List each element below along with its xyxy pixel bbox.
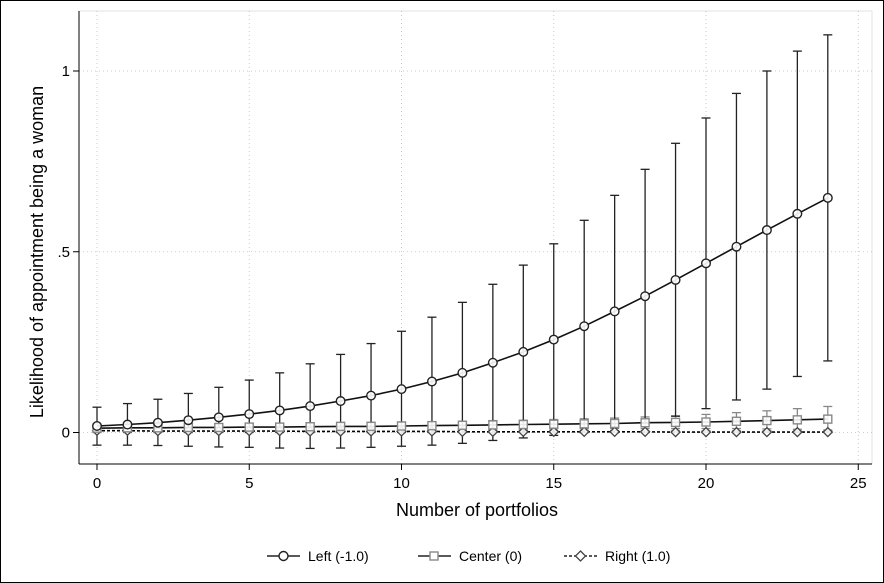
data-point <box>366 390 377 401</box>
x-tick-label: 15 <box>545 475 562 492</box>
data-point <box>792 208 803 219</box>
legend-swatch-center-marker <box>429 551 439 561</box>
data-point <box>122 419 133 430</box>
data-point <box>731 426 742 438</box>
data-point <box>335 421 346 432</box>
data-point <box>762 415 772 426</box>
legend-swatch-right-marker <box>574 550 587 562</box>
data-point <box>274 405 285 416</box>
data-point <box>670 417 681 428</box>
x-tick-label: 25 <box>850 475 867 492</box>
data-point <box>396 421 407 431</box>
data-point <box>701 258 712 269</box>
y-axis-title: Likelihood of appointment being a woman <box>27 86 47 418</box>
legend-item-center: Center (0) <box>418 548 522 564</box>
x-tick-label: 20 <box>698 475 715 492</box>
data-point <box>244 409 255 420</box>
data-point <box>244 422 254 432</box>
data-point <box>609 306 620 317</box>
data-point <box>487 357 498 368</box>
data-point <box>731 416 742 426</box>
data-point <box>275 422 285 432</box>
data-point <box>579 419 589 429</box>
series-layer <box>91 34 834 450</box>
data-point <box>488 420 498 430</box>
data-point <box>426 376 437 387</box>
data-point <box>213 412 224 423</box>
series-left <box>91 192 833 431</box>
x-tick-label: 0 <box>93 475 101 492</box>
data-point <box>639 426 651 438</box>
data-point <box>548 426 560 438</box>
data-point <box>823 414 833 424</box>
data-point <box>517 426 529 438</box>
data-point <box>761 426 773 438</box>
data-point <box>731 241 742 252</box>
data-point <box>457 367 468 378</box>
data-point <box>609 418 620 429</box>
data-point <box>427 420 437 431</box>
legend: Left (-1.0) Center (0) Right (1.0) <box>267 548 670 564</box>
data-point <box>640 418 650 428</box>
x-tick-label: 10 <box>393 475 410 492</box>
data-point <box>640 291 651 302</box>
data-point <box>701 417 711 427</box>
data-point <box>91 420 102 431</box>
series-center <box>92 414 833 433</box>
legend-swatch-left-marker <box>278 550 289 562</box>
legend-label-left: Left (-1.0) <box>308 548 369 564</box>
data-point <box>822 426 834 438</box>
legend-item-right: Right (1.0) <box>564 548 670 564</box>
y-tick-label: 0 <box>62 425 70 442</box>
data-point <box>152 417 163 428</box>
data-point <box>700 426 712 438</box>
x-axis-title: Number of portfolios <box>396 500 558 520</box>
data-point <box>305 401 316 412</box>
data-point <box>670 274 681 285</box>
data-point <box>305 422 315 432</box>
data-point <box>518 346 529 357</box>
data-point <box>366 421 376 432</box>
data-point <box>183 415 194 426</box>
legend-label-right: Right (1.0) <box>605 548 670 564</box>
data-point <box>761 225 772 236</box>
data-point <box>609 426 621 438</box>
data-point <box>549 419 559 429</box>
data-point <box>670 426 681 438</box>
data-point <box>396 384 407 395</box>
y-tick-label: 1 <box>62 63 70 80</box>
legend-item-left: Left (-1.0) <box>267 548 369 564</box>
data-point <box>578 426 590 438</box>
x-tick-label: 5 <box>245 475 253 492</box>
data-point <box>518 419 528 430</box>
data-point <box>822 192 833 203</box>
legend-label-center: Center (0) <box>459 548 522 564</box>
data-point <box>579 321 590 332</box>
axes: 0 5 10 15 20 25 0 .5 1 <box>57 11 872 492</box>
data-point <box>335 396 346 407</box>
data-point <box>548 334 559 345</box>
data-point <box>792 415 803 425</box>
data-point <box>457 420 468 430</box>
data-point <box>791 426 803 438</box>
errorbars-left <box>92 34 833 450</box>
y-tick-label: .5 <box>57 244 70 261</box>
data-point <box>214 422 224 433</box>
